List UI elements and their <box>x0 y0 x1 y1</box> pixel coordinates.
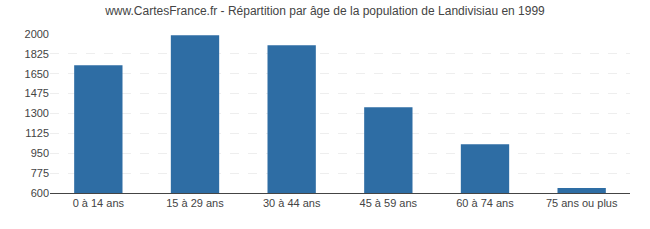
svg-text:60 à 74 ans: 60 à 74 ans <box>456 197 514 209</box>
svg-text:1825: 1825 <box>25 48 49 60</box>
svg-text:15 à 29 ans: 15 à 29 ans <box>166 197 224 209</box>
svg-text:1475: 1475 <box>25 87 49 99</box>
svg-text:950: 950 <box>31 147 49 159</box>
svg-text:1300: 1300 <box>25 107 49 119</box>
svg-text:1650: 1650 <box>25 68 49 80</box>
svg-text:600: 600 <box>31 187 49 199</box>
svg-text:2000: 2000 <box>25 28 49 40</box>
svg-text:0 à 14 ans: 0 à 14 ans <box>73 197 125 209</box>
svg-text:30 à 44 ans: 30 à 44 ans <box>263 197 321 209</box>
svg-text:www.CartesFrance.fr - Répartit: www.CartesFrance.fr - Répartition par âg… <box>104 4 545 18</box>
svg-text:1125: 1125 <box>25 127 49 139</box>
svg-text:775: 775 <box>31 167 49 179</box>
svg-text:75 ans ou plus: 75 ans ou plus <box>546 197 618 209</box>
svg-text:45 à 59 ans: 45 à 59 ans <box>360 197 418 209</box>
